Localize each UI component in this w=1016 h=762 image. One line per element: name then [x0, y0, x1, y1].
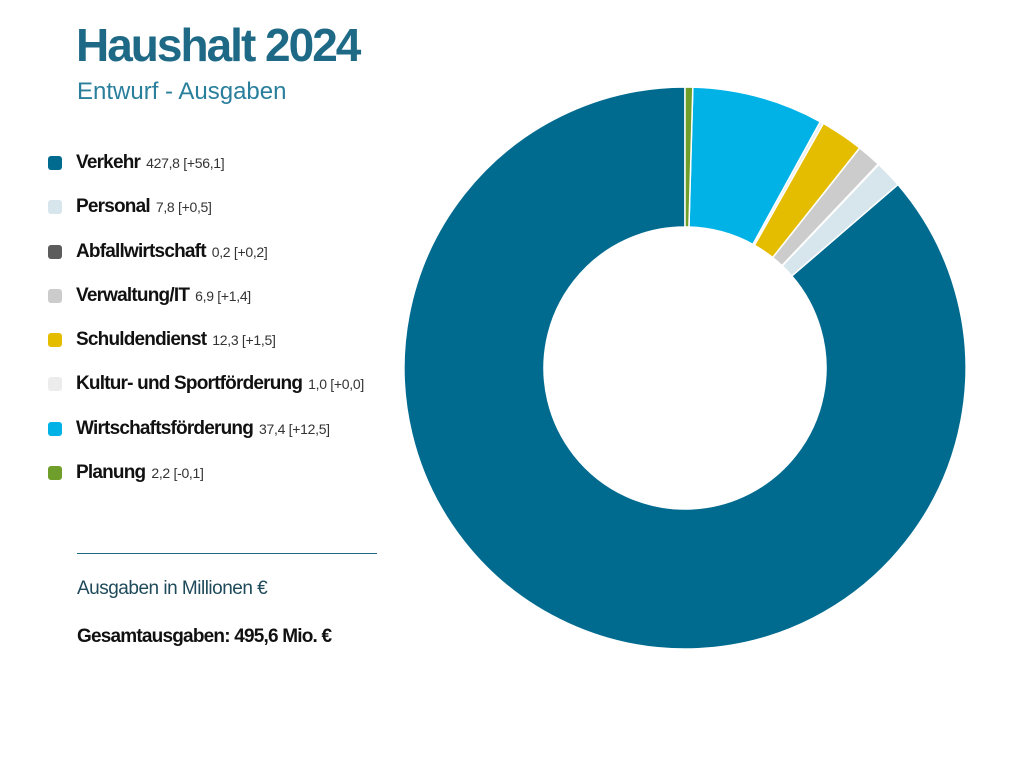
legend-category-name: Verwaltung/IT [76, 284, 190, 306]
legend-value: 2,2 [-0,1] [151, 465, 204, 482]
legend-label: Personal 7,8 [+0,5] [76, 194, 212, 220]
legend-category-name: Abfallwirtschaft [76, 240, 207, 262]
legend-item: Schuldendienst 12,3 [+1,5] [48, 323, 408, 367]
legend-label: Kultur- und Sportförderung 1,0 [+0,0] [76, 371, 364, 397]
legend-item: Verwaltung/IT 6,9 [+1,4] [48, 279, 408, 323]
legend-swatch [48, 200, 62, 215]
legend-category-name: Verkehr [76, 152, 141, 173]
legend-item: Personal 7,8 [+0,5] [48, 190, 408, 234]
legend-change: [+0,5] [174, 199, 212, 216]
legend-category-name: Wirtschaftsförderung [76, 417, 254, 439]
legend-change: [+0,2] [230, 243, 268, 260]
legend-change: [+56,1] [179, 155, 225, 171]
legend-amount: 6,9 [195, 287, 214, 304]
legend-category-name: Schuldendienst [76, 329, 207, 351]
legend-swatch [48, 377, 62, 392]
divider [77, 553, 377, 554]
legend-label: Planung 2,2 [-0,1] [76, 460, 204, 486]
legend-label: Abfallwirtschaft 0,2 [+0,2] [76, 239, 268, 265]
legend-label: Verwaltung/IT 6,9 [+1,4] [76, 283, 251, 309]
donut-slice [684, 86, 694, 228]
legend-swatch [48, 156, 62, 170]
legend-item: Planung 2,2 [-0,1] [48, 456, 408, 500]
legend-change: [-0,1] [169, 465, 204, 482]
legend-item: Kultur- und Sportförderung 1,0 [+0,0] [48, 367, 408, 411]
legend-value: 1,0 [+0,0] [308, 376, 364, 392]
legend-amount: 7,8 [155, 199, 175, 216]
legend-category-name: Kultur- und Sportförderung [76, 373, 303, 395]
legend-label: Schuldendienst 12,3 [+1,5] [76, 327, 276, 353]
legend-value: 7,8 [+0,5] [156, 199, 212, 215]
legend-item: Abfallwirtschaft 0,2 [+0,2] [48, 235, 408, 279]
legend-category-name: Planung [76, 462, 146, 484]
unit-note: Ausgaben in Millionen € [77, 578, 268, 599]
legend-label: Verkehr 427,8 [+56,1] [76, 150, 225, 176]
legend-amount: 0,2 [211, 243, 231, 260]
legend-change: [+1,5] [238, 332, 276, 349]
legend-swatch [48, 466, 62, 481]
legend-swatch [48, 421, 62, 436]
legend-value: 37,4 [+12,5] [259, 421, 330, 437]
chart-legend: Verkehr 427,8 [+56,1] Personal 7,8 [+0,5] Ab… [48, 146, 408, 500]
legend-swatch [48, 288, 62, 303]
legend-value: 427,8 [+56,1] [146, 155, 225, 171]
legend-label: Wirtschaftsförderung 37,4 [+12,5] [76, 416, 330, 442]
legend-amount: 427,8 [146, 155, 180, 171]
legend-change: [+1,4] [213, 287, 251, 304]
total-expenditure: Gesamtausgaben: 495,6 Mio. € [77, 626, 332, 647]
legend-category-name: Personal [76, 196, 151, 218]
legend-item: Verkehr 427,8 [+56,1] [48, 146, 408, 190]
legend-swatch [48, 244, 62, 259]
legend-amount: 37,4 [259, 420, 286, 437]
legend-amount: 2,2 [151, 465, 170, 482]
chart-subtitle: Entwurf - Ausgaben [77, 78, 287, 105]
legend-value: 12,3 [+1,5] [212, 332, 276, 349]
legend-amount: 1,0 [308, 376, 327, 393]
legend-swatch [48, 333, 62, 348]
legend-change: [+12,5] [285, 420, 330, 437]
legend-item: Wirtschaftsförderung 37,4 [+12,5] [48, 412, 408, 456]
legend-value: 0,2 [+0,2] [212, 244, 268, 260]
donut-slice [403, 86, 967, 650]
legend-change: [+0,0] [326, 376, 364, 393]
legend-value: 6,9 [+1,4] [195, 288, 251, 304]
legend-amount: 12,3 [212, 332, 239, 349]
chart-title: Haushalt 2024 [76, 19, 361, 71]
